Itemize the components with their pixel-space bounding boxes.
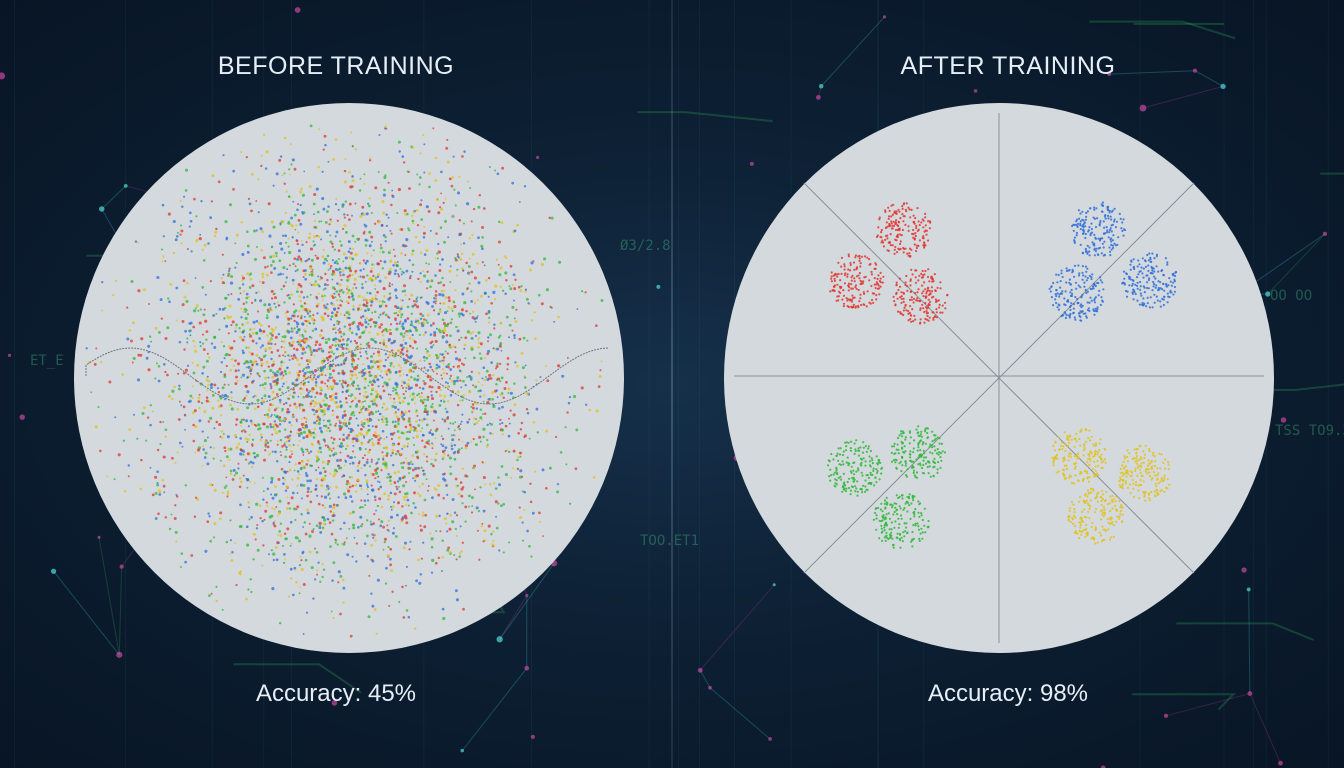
before-scatter-points	[85, 124, 604, 638]
before-accuracy-label: Accuracy: 45%	[255, 680, 417, 707]
background-glyph: ET_E	[30, 353, 64, 369]
green-cluster	[826, 425, 947, 549]
before-training-title: BEFORE TRAINING	[217, 52, 455, 80]
after-training-title: AFTER TRAINING	[900, 52, 1116, 80]
red-cluster	[829, 202, 949, 325]
after-quadrant-lines	[734, 113, 1264, 643]
background-glyph: Ø3/2.8	[620, 238, 671, 254]
background-glyph: TSS TO9.3T	[1275, 423, 1344, 439]
before-plot-circle	[74, 103, 624, 653]
background-glyph: OO OO	[1270, 288, 1312, 304]
before-training-panel: BEFORE TRAINING Accuracy: 45%	[74, 52, 624, 707]
after-scatter-plot	[724, 103, 1274, 653]
panel-divider	[671, 0, 673, 768]
after-training-panel: AFTER TRAINING Accuracy: 98%	[672, 0, 1344, 768]
before-wave-line	[85, 347, 609, 405]
before-scatter-plot	[74, 103, 624, 653]
yellow-cluster	[1051, 428, 1171, 545]
background-glyph: TOO.ET1	[640, 533, 699, 549]
blue-cluster	[1048, 201, 1178, 322]
after-accuracy-label: Accuracy: 98%	[927, 680, 1089, 707]
